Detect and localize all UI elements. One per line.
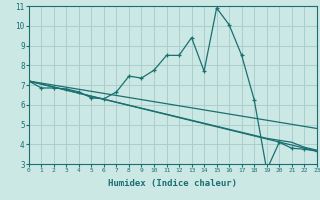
X-axis label: Humidex (Indice chaleur): Humidex (Indice chaleur) <box>108 179 237 188</box>
